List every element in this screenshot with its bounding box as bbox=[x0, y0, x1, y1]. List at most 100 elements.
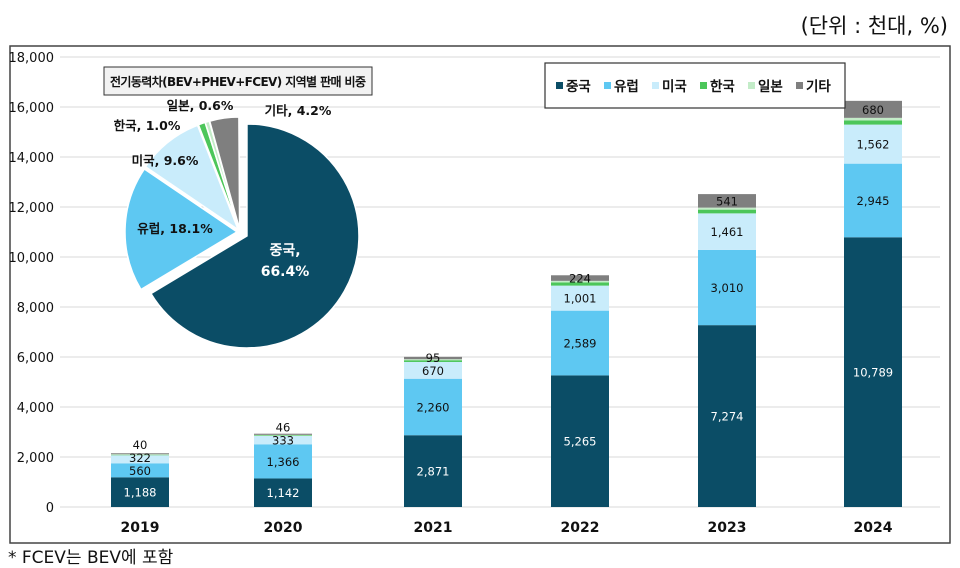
data-label: 2,945 bbox=[857, 194, 890, 208]
legend-swatch bbox=[604, 82, 611, 89]
footnote: * FCEV는 BEV에 포함 bbox=[8, 548, 174, 568]
pie-label: 미국, 9.6% bbox=[132, 153, 199, 168]
unit-label: (단위 : 천대, %) bbox=[800, 14, 948, 38]
x-tick-label: 2024 bbox=[854, 520, 893, 536]
data-label: 2,871 bbox=[417, 465, 450, 479]
data-label: 5,265 bbox=[564, 435, 597, 449]
legend-swatch bbox=[796, 82, 803, 89]
pie-slice bbox=[124, 167, 239, 291]
pie-label-pct: 66.4% bbox=[261, 264, 310, 280]
bar-segment bbox=[404, 435, 462, 507]
data-label: 322 bbox=[129, 451, 151, 465]
bar-segment bbox=[844, 100, 902, 118]
data-label: 46 bbox=[276, 421, 291, 435]
bar-segment bbox=[111, 463, 169, 478]
bar-segment bbox=[551, 282, 609, 286]
bar-segment bbox=[254, 444, 312, 479]
data-label: 2,260 bbox=[417, 400, 450, 414]
x-tick-label: 2023 bbox=[708, 520, 747, 536]
bar-segment bbox=[844, 163, 902, 238]
bar-segment bbox=[551, 285, 609, 311]
legend-swatch bbox=[652, 82, 659, 89]
bar-segment bbox=[254, 435, 312, 445]
bar-segment bbox=[698, 209, 756, 214]
data-label: 95 bbox=[426, 351, 441, 365]
legend-label: 유럽 bbox=[614, 79, 639, 95]
legend-label: 일본 bbox=[758, 79, 783, 95]
bar-segment bbox=[111, 477, 169, 507]
pie-label: 일본, 0.6% bbox=[167, 98, 234, 113]
bar-segment bbox=[698, 194, 756, 208]
data-label: 3,010 bbox=[711, 281, 744, 295]
bar-segment bbox=[698, 325, 756, 507]
legend-label: 한국 bbox=[710, 79, 735, 95]
bar-segment bbox=[551, 280, 609, 283]
y-tick-label: 14,000 bbox=[9, 151, 55, 166]
pie-label: 기타, 4.2% bbox=[265, 103, 332, 118]
bar-segment bbox=[551, 375, 609, 507]
data-label: 1,188 bbox=[124, 486, 157, 500]
data-label: 2,589 bbox=[564, 337, 597, 351]
bar-segment bbox=[551, 275, 609, 281]
y-tick-label: 12,000 bbox=[9, 201, 55, 216]
pie-title: 전기동력차(BEV+PHEV+FCEV) 지역별 판매 비중 bbox=[110, 74, 366, 89]
bar-segment bbox=[404, 361, 462, 379]
bar-segment bbox=[404, 356, 462, 360]
legend-swatch bbox=[700, 82, 707, 89]
bar-segment bbox=[254, 478, 312, 507]
data-label: 1,562 bbox=[857, 138, 890, 152]
bar-segment bbox=[698, 213, 756, 250]
data-label: 680 bbox=[862, 103, 884, 117]
bar-segment bbox=[844, 117, 902, 121]
bar-segment bbox=[111, 453, 169, 455]
bar-segment bbox=[254, 434, 312, 436]
data-label: 10,789 bbox=[853, 366, 893, 380]
data-label: 1,461 bbox=[711, 225, 744, 239]
bar-segment bbox=[551, 310, 609, 376]
y-tick-label: 6,000 bbox=[17, 351, 54, 366]
y-tick-label: 16,000 bbox=[9, 101, 55, 116]
legend-swatch bbox=[556, 82, 563, 89]
legend-box bbox=[544, 62, 846, 109]
pie-label: 중국, bbox=[269, 243, 300, 259]
y-tick-label: 4,000 bbox=[17, 401, 54, 416]
data-label: 1,366 bbox=[267, 455, 300, 469]
y-tick-label: 10,000 bbox=[9, 251, 55, 266]
bar-segment bbox=[111, 455, 169, 464]
data-label: 224 bbox=[569, 272, 591, 286]
data-label: 670 bbox=[422, 364, 444, 378]
x-tick-label: 2021 bbox=[414, 520, 453, 536]
pie-slice bbox=[144, 124, 240, 232]
pie-slice bbox=[149, 123, 360, 349]
bar-segment bbox=[404, 360, 462, 362]
bar-segment bbox=[254, 433, 312, 435]
data-label: 1,001 bbox=[564, 292, 597, 306]
pie-label: 유럽, 18.1% bbox=[137, 221, 213, 236]
y-tick-label: 8,000 bbox=[17, 301, 54, 316]
data-label: 1,142 bbox=[267, 486, 300, 500]
legend-label: 기타 bbox=[806, 79, 831, 95]
data-label: 560 bbox=[129, 464, 151, 478]
bar-segment bbox=[844, 124, 902, 164]
bar-segment bbox=[698, 207, 756, 210]
data-label: 333 bbox=[272, 434, 294, 448]
pie-title-box bbox=[103, 66, 373, 96]
y-tick-label: 0 bbox=[46, 501, 54, 516]
bar-segment bbox=[254, 435, 312, 436]
x-tick-label: 2020 bbox=[264, 520, 303, 536]
legend-label: 미국 bbox=[662, 79, 687, 95]
legend-swatch bbox=[748, 82, 755, 89]
bar-segment bbox=[698, 249, 756, 326]
pie-slice bbox=[208, 116, 241, 230]
bar-segment bbox=[111, 454, 169, 456]
y-tick-label: 18,000 bbox=[9, 51, 55, 66]
data-label: 541 bbox=[716, 194, 738, 208]
bar-segment bbox=[844, 120, 902, 125]
y-tick-label: 2,000 bbox=[17, 451, 54, 466]
pie-label: 한국, 1.0% bbox=[114, 118, 181, 133]
bar-segment bbox=[404, 378, 462, 436]
bar-segment bbox=[404, 359, 462, 361]
legend-label: 중국 bbox=[566, 79, 591, 95]
bar-segment bbox=[111, 454, 169, 455]
